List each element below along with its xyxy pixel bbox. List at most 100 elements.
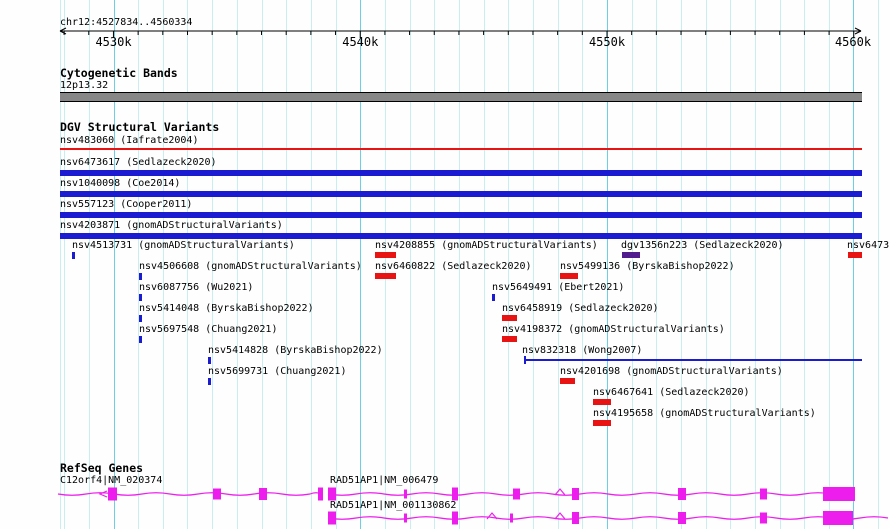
variant-glyph[interactable] [60,191,862,197]
variant-glyph[interactable] [502,315,517,321]
exon-box[interactable] [108,487,117,501]
variant-label[interactable]: nsv5649491 (Ebert2021) [492,282,625,293]
variant-label[interactable]: nsv6473617 (Sedlazeck2020) [60,157,217,168]
variant-label[interactable]: nsv4203871 (gnomADStructuralVariants) [60,220,283,231]
intron-line[interactable] [327,516,889,520]
gene-label[interactable]: C12orf4|NM_020374 [60,475,163,486]
exon-box[interactable] [404,513,407,523]
gene-glyph[interactable] [327,487,856,501]
variant-glyph[interactable] [60,170,862,176]
dgv-track-header: DGV Structural Variants [60,120,220,134]
gridline-minor [484,0,485,529]
variant-label[interactable]: nsv5499136 (ByrskaBishop2022) [560,261,735,272]
variant-glyph[interactable] [593,399,611,405]
gridline-minor [829,0,830,529]
exon-box[interactable] [259,488,267,500]
variant-label[interactable]: nsv1040098 (Coe2014) [60,178,181,189]
cytoband-track-header: Cytogenetic Bands [60,66,178,80]
gridline-major [607,0,608,529]
exon-box[interactable] [328,487,336,501]
exon-box[interactable] [213,488,221,500]
gridline-minor [755,0,756,529]
variant-glyph[interactable] [60,212,862,218]
variant-glyph[interactable] [375,273,396,279]
variant-glyph[interactable] [593,420,611,426]
variant-glyph[interactable] [60,148,862,150]
variant-glyph[interactable] [139,336,142,343]
variant-label[interactable]: nsv6460822 (Sedlazeck2020) [375,261,532,272]
gridline-minor [262,0,263,529]
exon-box[interactable] [823,511,853,525]
variant-label[interactable]: nsv557123 (Cooper2011) [60,199,193,210]
variant-label[interactable]: nsv4201698 (gnomADStructuralVariants) [560,366,783,377]
variant-label[interactable]: nsv6467641 (Sedlazeck2020) [593,387,750,398]
exon-box[interactable] [760,488,767,500]
gene-glyph[interactable] [327,511,889,525]
gridline-minor [558,0,559,529]
variant-label[interactable]: nsv4195658 (gnomADStructuralVariants) [593,408,816,419]
intron-line[interactable] [57,492,323,496]
variant-label[interactable]: nsv483060 (Iafrate2004) [60,135,199,146]
variant-glyph[interactable] [622,252,640,258]
gridline-minor [730,0,731,529]
variant-label[interactable]: nsv4198372 (gnomADStructuralVariants) [502,324,725,335]
exon-box[interactable] [510,513,513,523]
variant-glyph[interactable] [60,233,862,239]
variant-label[interactable]: nsv6458919 (Sedlazeck2020) [502,303,659,314]
cytoband-bar[interactable] [60,92,862,102]
variant-span-line[interactable] [524,359,862,361]
exon-box[interactable] [513,488,520,500]
variant-glyph[interactable] [208,378,211,385]
variant-glyph[interactable] [848,252,862,258]
exon-box[interactable] [572,488,579,500]
variant-glyph[interactable] [208,357,211,364]
exon-box[interactable] [452,511,458,525]
exon-box[interactable] [760,512,767,524]
gene-glyph[interactable] [57,487,323,501]
variant-glyph[interactable] [139,294,142,301]
variant-label[interactable]: nsv5697548 (Chuang2021) [139,324,278,335]
variant-glyph[interactable] [560,378,575,384]
variant-label[interactable]: nsv5414828 (ByrskaBishop2022) [208,345,383,356]
variant-glyph[interactable] [139,273,142,280]
exon-box[interactable] [823,487,855,501]
gridline-minor [163,0,164,529]
coordinate-ruler[interactable] [0,0,890,60]
variant-label[interactable]: nsv6087756 (Wu2021) [139,282,254,293]
variant-label[interactable]: nsv832318 (Wong2007) [522,345,643,356]
gridline-minor [780,0,781,529]
variant-glyph[interactable] [375,252,396,258]
variant-label[interactable]: nsv4513731 (gnomADStructuralVariants) [72,240,295,251]
exon-box[interactable] [678,512,686,524]
variant-label[interactable]: dgv1356n223 (Sedlazeck2020) [621,240,784,251]
exon-box[interactable] [452,487,458,501]
gridline-minor [237,0,238,529]
variant-glyph[interactable] [72,252,75,259]
gene-label[interactable]: RAD51AP1|NM_006479 [330,475,439,486]
exon-box[interactable] [318,487,323,501]
exon-box[interactable] [572,512,579,524]
gridline-minor [311,0,312,529]
variant-label[interactable]: nsv5414048 (ByrskaBishop2022) [139,303,314,314]
variant-glyph[interactable] [502,336,517,342]
splice-caret-icon [554,488,566,496]
variant-glyph[interactable] [492,294,495,301]
intron-line[interactable] [327,492,856,496]
gene-label[interactable]: RAD51AP1|NM_001130862 [330,500,457,511]
gridline-minor [434,0,435,529]
gridline-minor [804,0,805,529]
variant-label[interactable]: nsv4208855 (gnomADStructuralVariants) [375,240,598,251]
gridline-minor [878,0,879,529]
gridline-minor [212,0,213,529]
exon-box[interactable] [404,489,407,499]
variant-label[interactable]: nsv6473 [847,240,890,251]
variant-label[interactable]: nsv5699731 (Chuang2021) [208,366,347,377]
gridline-minor [533,0,534,529]
variant-glyph[interactable] [560,273,578,279]
gridline-minor [706,0,707,529]
exon-box[interactable] [328,511,336,525]
variant-label[interactable]: nsv4506608 (gnomADStructuralVariants) [139,261,362,272]
variant-glyph[interactable] [139,315,142,322]
exon-box[interactable] [678,488,686,500]
